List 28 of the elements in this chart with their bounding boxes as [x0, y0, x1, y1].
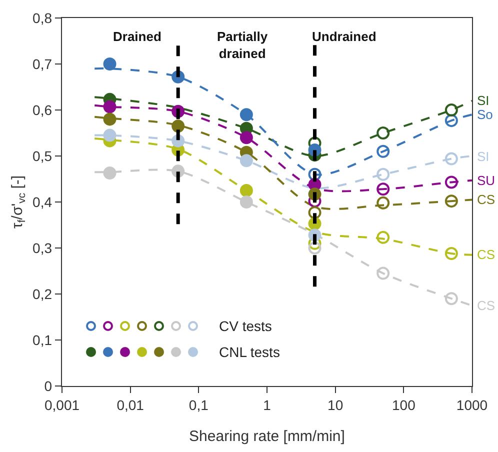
- y-tick-label: 0,5: [32, 148, 52, 164]
- annotation: Undrained: [312, 29, 376, 44]
- series-label: So: [477, 107, 493, 122]
- x-tick-label: 0,01: [116, 397, 144, 413]
- y-tick-label: 0,7: [32, 56, 52, 72]
- annotation: Drained: [113, 29, 162, 44]
- y-tick-label: 0: [44, 378, 52, 394]
- series-label: SI: [477, 149, 490, 164]
- y-tick-label: 0,4: [32, 194, 52, 210]
- series-label: CS: [477, 247, 496, 262]
- x-tick-label: 10: [328, 397, 344, 413]
- y-tick-label: 0,8: [32, 10, 52, 26]
- x-tick-label: 0,001: [44, 397, 80, 413]
- y-tick-label: 0,1: [32, 332, 52, 348]
- series-label: SU: [477, 173, 496, 188]
- y-tick-label: 0,6: [32, 102, 52, 118]
- annotation: Partially drained: [217, 29, 268, 61]
- legend-label: CV tests: [219, 318, 272, 334]
- y-tick-label: 0,3: [32, 240, 52, 256]
- legend-label: CNL tests: [219, 344, 280, 360]
- x-tick-label: 0,1: [188, 397, 209, 413]
- x-axis-title: Shearing rate [mm/min]: [189, 428, 345, 446]
- x-tick-label: 100: [392, 397, 416, 413]
- x-tick-label: 1: [263, 397, 272, 413]
- series-label: CS: [477, 192, 496, 207]
- x-tick-label: 1000: [456, 397, 488, 413]
- y-tick-label: 0,2: [32, 286, 52, 302]
- series-label: SI: [477, 93, 490, 108]
